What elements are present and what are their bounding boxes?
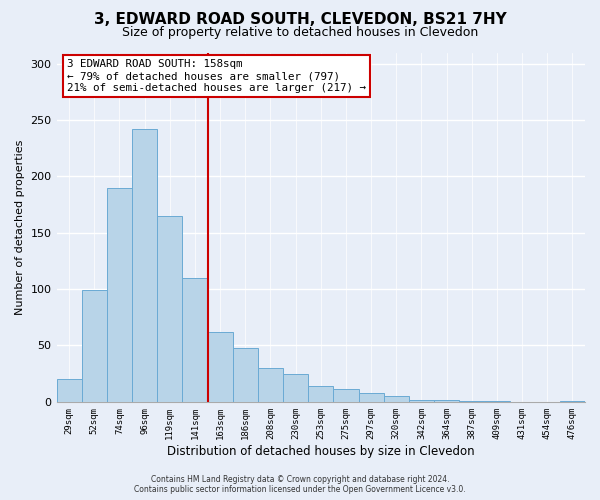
Bar	[233, 348, 258, 402]
Bar	[132, 129, 157, 402]
Bar	[334, 390, 359, 402]
Bar	[107, 188, 132, 402]
Bar	[308, 386, 334, 402]
Bar	[56, 380, 82, 402]
Bar	[560, 400, 585, 402]
Bar	[459, 400, 484, 402]
Bar	[258, 368, 283, 402]
Bar	[208, 332, 233, 402]
Text: Size of property relative to detached houses in Clevedon: Size of property relative to detached ho…	[122, 26, 478, 39]
Bar	[157, 216, 182, 402]
Y-axis label: Number of detached properties: Number of detached properties	[15, 140, 25, 315]
Text: 3 EDWARD ROAD SOUTH: 158sqm
← 79% of detached houses are smaller (797)
21% of se: 3 EDWARD ROAD SOUTH: 158sqm ← 79% of det…	[67, 60, 366, 92]
Bar	[409, 400, 434, 402]
X-axis label: Distribution of detached houses by size in Clevedon: Distribution of detached houses by size …	[167, 444, 475, 458]
Bar	[383, 396, 409, 402]
Bar	[434, 400, 459, 402]
Bar	[283, 374, 308, 402]
Bar	[484, 400, 509, 402]
Bar	[182, 278, 208, 402]
Bar	[359, 393, 383, 402]
Text: 3, EDWARD ROAD SOUTH, CLEVEDON, BS21 7HY: 3, EDWARD ROAD SOUTH, CLEVEDON, BS21 7HY	[94, 12, 506, 28]
Bar	[82, 290, 107, 402]
Text: Contains HM Land Registry data © Crown copyright and database right 2024.
Contai: Contains HM Land Registry data © Crown c…	[134, 474, 466, 494]
